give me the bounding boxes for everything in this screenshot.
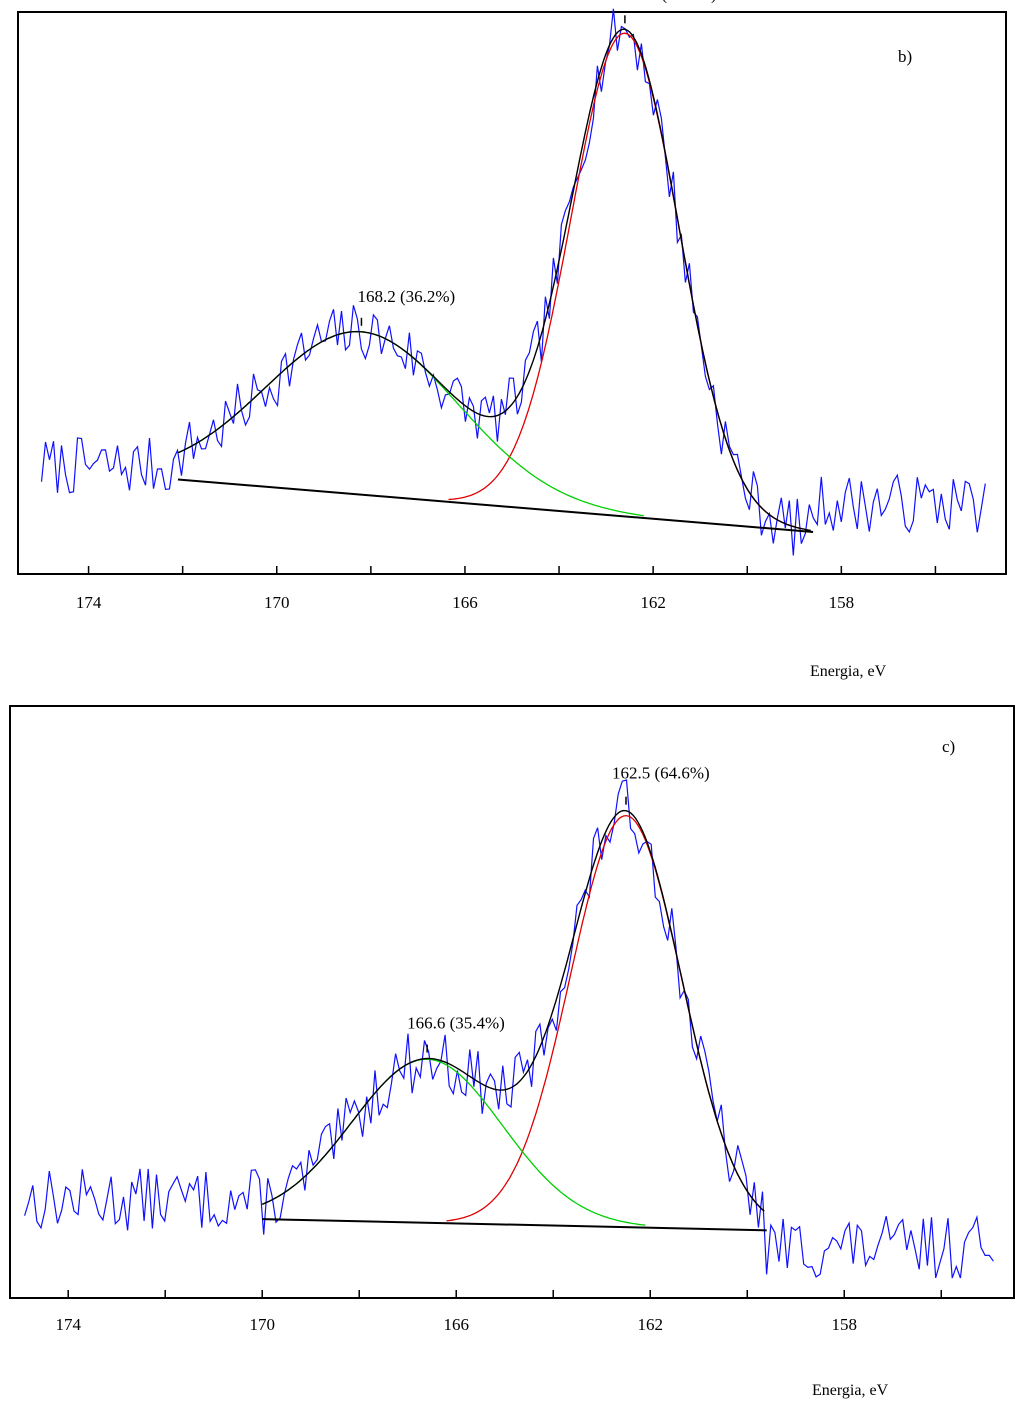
panel-b-label: b) <box>898 47 912 66</box>
fit-envelope-line <box>177 28 811 532</box>
x-tick-label: 170 <box>249 1315 275 1334</box>
x-tick-label: 170 <box>264 593 290 612</box>
panel-c: 174 170 166 162 158 162.5 (64.6%) 166.6 (35.4%… <box>9 705 1015 1399</box>
raw-spectrum-line <box>40 8 986 556</box>
panel-b-plot-area: 174 170 166 162 158 162.6 (63.8%) 168.2 (36.2%… <box>40 0 986 612</box>
peak-annotation: 166.6 (35.4%) <box>407 1014 505 1033</box>
x-tick-label: 174 <box>76 593 102 612</box>
x-tick-label: 166 <box>443 1315 469 1334</box>
x-tick-label: 166 <box>452 593 478 612</box>
component-peak-line <box>448 32 802 530</box>
component-peak-line <box>177 330 644 517</box>
panel-c-x-axis-label: Energia, eV <box>812 1382 889 1399</box>
background-line <box>177 478 814 533</box>
peak-annotation: 162.6 (63.8%) <box>619 0 717 3</box>
panel-c-plot-area: 174 170 166 162 158 162.5 (64.6%) 166.6 (35.4%… <box>24 764 994 1334</box>
x-tick-label: 162 <box>637 1315 663 1334</box>
panel-c-label: c) <box>942 737 955 756</box>
panel-b-x-axis-label: Energia, eV <box>810 663 887 680</box>
background-line <box>262 1218 767 1232</box>
panel-b: 174 170 166 162 158 162.6 (63.8%) 168.2 (36.2%… <box>17 0 1007 680</box>
panel-c-frame <box>9 705 1015 1299</box>
x-tick-label: 162 <box>640 593 666 612</box>
fit-envelope-line <box>261 809 765 1212</box>
x-tick-label: 158 <box>831 1315 857 1334</box>
panel-b-frame <box>17 11 1007 575</box>
x-tick-label: 174 <box>55 1315 81 1334</box>
peak-annotation: 168.2 (36.2%) <box>357 287 455 306</box>
x-tick-label: 158 <box>829 593 855 612</box>
raw-spectrum-line <box>24 779 994 1279</box>
peak-annotation: 162.5 (64.6%) <box>612 764 710 783</box>
